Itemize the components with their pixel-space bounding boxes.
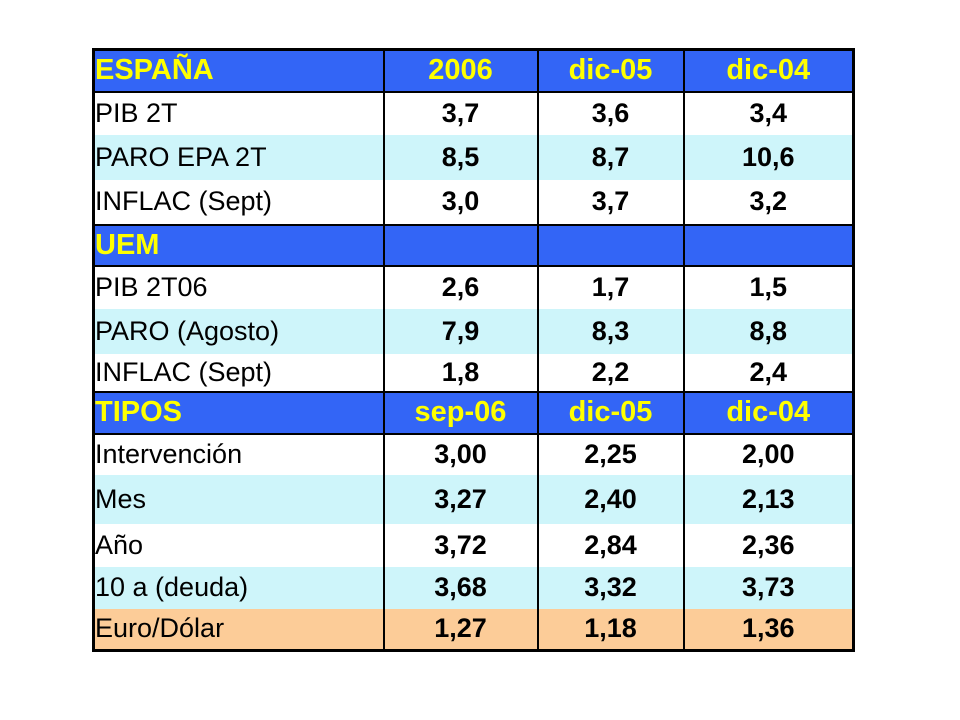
- value-cell: 2,36: [682, 523, 854, 567]
- section-title: UEM: [93, 223, 384, 267]
- section-header-row: ESPAÑA 2006 dic-05 dic-04: [93, 49, 854, 93]
- column-header-cell: [682, 223, 854, 267]
- row-label: PIB 2T: [93, 91, 384, 135]
- value-cell: 1,18: [536, 608, 684, 651]
- column-header-cell: sep-06: [382, 390, 538, 435]
- value-cell: 3,32: [536, 566, 684, 609]
- table-row: PARO EPA 2T 8,5 8,7 10,6: [93, 134, 854, 180]
- value-cell: 2,2: [536, 353, 684, 392]
- row-label: PIB 2T06: [93, 265, 384, 309]
- value-cell: 1,36: [682, 608, 854, 651]
- value-cell: 8,3: [536, 308, 684, 354]
- value-cell: 3,4: [682, 91, 854, 135]
- table-row: Mes 3,27 2,40 2,13: [93, 474, 854, 524]
- table-row: Euro/Dólar 1,27 1,18 1,36: [93, 608, 854, 651]
- value-cell: 3,27: [382, 474, 538, 524]
- table-row: INFLAC (Sept) 3,0 3,7 3,2: [93, 179, 854, 225]
- column-header-cell: dic-04: [682, 49, 854, 93]
- value-cell: 1,7: [536, 265, 684, 309]
- value-cell: 3,2: [682, 179, 854, 225]
- value-cell: 2,25: [536, 433, 684, 475]
- table-row: Año 3,72 2,84 2,36: [93, 523, 854, 567]
- value-cell: 2,6: [382, 265, 538, 309]
- section-title: ESPAÑA: [93, 49, 384, 93]
- table-row: PARO (Agosto) 7,9 8,3 8,8: [93, 308, 854, 354]
- value-cell: 2,84: [536, 523, 684, 567]
- value-cell: 8,7: [536, 134, 684, 180]
- row-label: PARO EPA 2T: [93, 134, 384, 180]
- value-cell: 3,6: [536, 91, 684, 135]
- row-label: Intervención: [93, 433, 384, 475]
- table-row: PIB 2T 3,7 3,6 3,4: [93, 91, 854, 135]
- table-row: Intervención 3,00 2,25 2,00: [93, 433, 854, 475]
- row-label: Mes: [93, 474, 384, 524]
- section-header-row: TIPOS sep-06 dic-05 dic-04: [93, 390, 854, 435]
- value-cell: 3,7: [382, 91, 538, 135]
- value-cell: 1,8: [382, 353, 538, 392]
- value-cell: 1,27: [382, 608, 538, 651]
- section-header-row: UEM: [93, 223, 854, 267]
- value-cell: 2,00: [682, 433, 854, 475]
- column-header-cell: 2006: [382, 49, 538, 93]
- economic-indicators-table: ESPAÑA 2006 dic-05 dic-04 PIB 2T 3,7 3,6 3,4 PAR…: [92, 48, 855, 652]
- value-cell: 3,73: [682, 566, 854, 609]
- value-cell: 1,5: [682, 265, 854, 309]
- column-header-cell: dic-05: [536, 49, 684, 93]
- value-cell: 7,9: [382, 308, 538, 354]
- row-label: INFLAC (Sept): [93, 179, 384, 225]
- value-cell: 8,8: [682, 308, 854, 354]
- row-label: PARO (Agosto): [93, 308, 384, 354]
- value-cell: 3,0: [382, 179, 538, 225]
- value-cell: 3,72: [382, 523, 538, 567]
- value-cell: 2,13: [682, 474, 854, 524]
- value-cell: 3,68: [382, 566, 538, 609]
- section-title: TIPOS: [93, 390, 384, 435]
- column-header-cell: dic-05: [536, 390, 684, 435]
- column-header-cell: [382, 223, 538, 267]
- row-label: INFLAC (Sept): [93, 353, 384, 392]
- table-row: INFLAC (Sept) 1,8 2,2 2,4: [93, 353, 854, 392]
- row-label: Euro/Dólar: [93, 608, 384, 651]
- column-header-cell: [536, 223, 684, 267]
- value-cell: 2,4: [682, 353, 854, 392]
- table-row: PIB 2T06 2,6 1,7 1,5: [93, 265, 854, 309]
- row-label: Año: [93, 523, 384, 567]
- value-cell: 10,6: [682, 134, 854, 180]
- value-cell: 2,40: [536, 474, 684, 524]
- value-cell: 3,00: [382, 433, 538, 475]
- value-cell: 3,7: [536, 179, 684, 225]
- row-label: 10 a (deuda): [93, 566, 384, 609]
- column-header-cell: dic-04: [682, 390, 854, 435]
- table-body: ESPAÑA 2006 dic-05 dic-04 PIB 2T 3,7 3,6 3,4 PAR…: [93, 49, 854, 651]
- table-row: 10 a (deuda) 3,68 3,32 3,73: [93, 566, 854, 609]
- value-cell: 8,5: [382, 134, 538, 180]
